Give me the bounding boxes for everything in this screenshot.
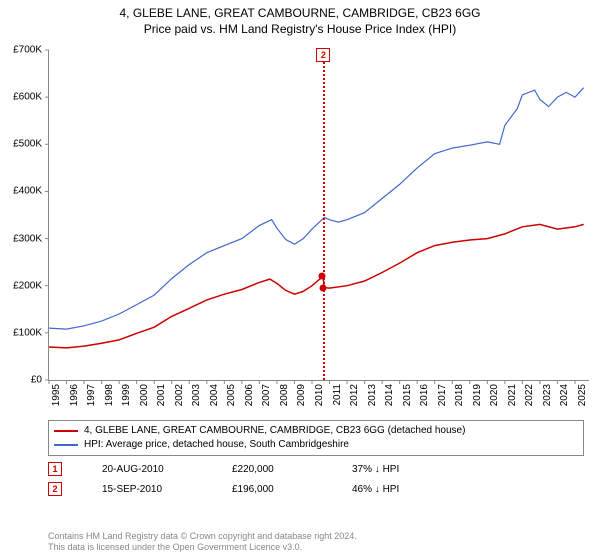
x-tick-label: 2018: [454, 384, 465, 406]
x-tick-label: 2020: [489, 384, 500, 406]
footer-attribution: Contains HM Land Registry data © Crown c…: [48, 531, 357, 554]
legend-label-price-paid: 4, GLEBE LANE, GREAT CAMBOURNE, CAMBRIDG…: [84, 424, 465, 438]
x-tick-label: 1999: [121, 384, 132, 406]
transaction-dot: [320, 284, 327, 291]
title-line-2: Price paid vs. HM Land Registry's House …: [0, 22, 600, 38]
plot-region: [48, 50, 589, 381]
sale-price-1: £220,000: [232, 464, 312, 475]
y-tick-label: £0: [0, 375, 42, 386]
y-tick-label: £400K: [0, 186, 42, 197]
x-tick-label: 2000: [139, 384, 150, 406]
y-tick-label: £200K: [0, 280, 42, 291]
x-tick-label: 2005: [226, 384, 237, 406]
sale-marker-1: 1: [48, 462, 62, 476]
vline-marker-box: 2: [316, 48, 330, 62]
x-tick-label: 2014: [384, 384, 395, 406]
sales-table: 1 20-AUG-2010 £220,000 37% ↓ HPI 2 15-SE…: [48, 462, 588, 502]
x-tick-label: 2025: [577, 384, 588, 406]
transaction-dot: [319, 273, 326, 280]
transaction-vline: [323, 50, 325, 380]
x-tick-label: 2017: [437, 384, 448, 406]
sale-marker-2: 2: [48, 482, 62, 496]
x-tick-label: 2015: [402, 384, 413, 406]
title-line-1: 4, GLEBE LANE, GREAT CAMBOURNE, CAMBRIDG…: [0, 6, 600, 22]
legend-label-hpi: HPI: Average price, detached house, Sout…: [84, 438, 349, 452]
sale-row-2: 2 15-SEP-2010 £196,000 46% ↓ HPI: [48, 482, 588, 496]
chart-area: £0£100K£200K£300K£400K£500K£600K£700K199…: [48, 50, 588, 380]
legend-swatch-price-paid: [54, 430, 78, 432]
y-tick-label: £100K: [0, 327, 42, 338]
x-tick-label: 2007: [261, 384, 272, 406]
x-tick-label: 2011: [332, 384, 343, 406]
x-tick-label: 2013: [367, 384, 378, 406]
x-tick-label: 1995: [51, 384, 62, 406]
series-price_paid: [49, 224, 584, 348]
legend-box: 4, GLEBE LANE, GREAT CAMBOURNE, CAMBRIDG…: [48, 420, 584, 456]
x-tick-label: 2010: [314, 384, 325, 406]
footer-line-1: Contains HM Land Registry data © Crown c…: [48, 531, 357, 543]
series-hpi: [49, 88, 584, 329]
y-tick-label: £300K: [0, 233, 42, 244]
y-tick-label: £500K: [0, 139, 42, 150]
legend-item-hpi: HPI: Average price, detached house, Sout…: [54, 438, 578, 452]
sale-price-2: £196,000: [232, 484, 312, 495]
x-tick-label: 2021: [507, 384, 518, 406]
y-tick-label: £600K: [0, 92, 42, 103]
sale-date-2: 15-SEP-2010: [102, 484, 192, 495]
x-tick-label: 2006: [244, 384, 255, 406]
x-tick-label: 2008: [279, 384, 290, 406]
chart-title: 4, GLEBE LANE, GREAT CAMBOURNE, CAMBRIDG…: [0, 0, 600, 37]
y-tick-label: £700K: [0, 45, 42, 56]
x-tick-label: 2004: [209, 384, 220, 406]
sale-delta-2: 46% ↓ HPI: [352, 484, 399, 495]
x-tick-label: 2001: [156, 384, 167, 406]
sale-date-1: 20-AUG-2010: [102, 464, 192, 475]
legend-swatch-hpi: [54, 444, 78, 446]
x-tick-label: 1996: [69, 384, 80, 406]
x-tick-label: 2009: [296, 384, 307, 406]
x-tick-label: 2023: [542, 384, 553, 406]
x-tick-label: 2016: [419, 384, 430, 406]
x-tick-label: 2002: [174, 384, 185, 406]
x-tick-label: 2019: [472, 384, 483, 406]
x-tick-label: 1997: [86, 384, 97, 406]
chart-container: 4, GLEBE LANE, GREAT CAMBOURNE, CAMBRIDG…: [0, 0, 600, 560]
x-tick-label: 1998: [104, 384, 115, 406]
x-tick-label: 2024: [559, 384, 570, 406]
footer-line-2: This data is licensed under the Open Gov…: [48, 542, 357, 554]
sale-delta-1: 37% ↓ HPI: [352, 464, 399, 475]
sale-row-1: 1 20-AUG-2010 £220,000 37% ↓ HPI: [48, 462, 588, 476]
x-tick-label: 2003: [191, 384, 202, 406]
x-tick-label: 2012: [349, 384, 360, 406]
legend-item-price-paid: 4, GLEBE LANE, GREAT CAMBOURNE, CAMBRIDG…: [54, 424, 578, 438]
plot-svg: [49, 50, 589, 380]
x-tick-label: 2022: [524, 384, 535, 406]
